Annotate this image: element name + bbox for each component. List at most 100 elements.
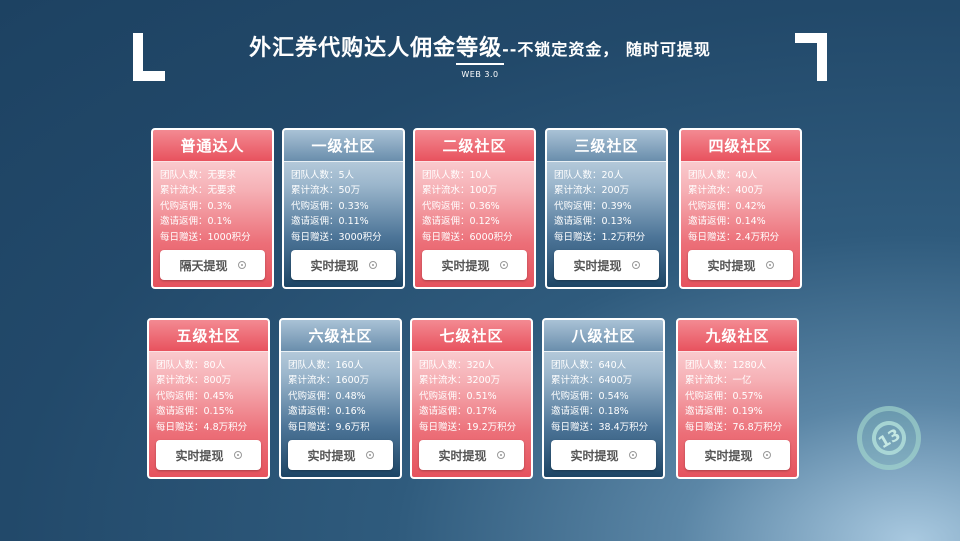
card-detail-row: 邀请返佣：0.12%: [422, 216, 500, 228]
card-detail-row: 团队人数：160人: [288, 360, 364, 371]
level-card: 五级社区 团队人数：80人 累计流水：800万 代购返佣：0.45% 邀请返佣：0.15…: [147, 318, 270, 480]
card-detail-row: 邀请返佣：0.15%: [156, 406, 234, 418]
card-detail-row: 每日赠送：9.6万积: [288, 421, 370, 433]
card-detail-row: 代购返佣：0.45%: [156, 390, 234, 402]
withdraw-button-label: 实时提现: [441, 258, 490, 273]
card-detail-row: 累计流水：400万: [688, 185, 764, 197]
card-title: 普通达人: [153, 130, 272, 162]
card-detail-row: 团队人数：640人: [551, 360, 627, 371]
card-detail-row: 代购返佣：0.39%: [554, 200, 632, 212]
card-title: 九级社区: [678, 320, 797, 352]
title-sub: --不锁定资金， 随时可提现: [502, 40, 711, 59]
card-detail-row: 团队人数：1280人: [685, 360, 767, 371]
level-card: 八级社区团队人数：640人 累计流水：6400万 代购返佣：0.54% 邀请返佣：0.…: [542, 318, 665, 480]
card-detail-row: 邀请返佣：0.17%: [419, 406, 497, 418]
withdraw-button[interactable]: 实时提现: [156, 440, 261, 471]
card-detail-row: 团队人数：10人: [422, 170, 492, 181]
card-detail-row: 代购返佣：0.48%: [288, 390, 366, 402]
left-bracket-decoration: [133, 33, 165, 81]
card-details: 团队人数：640人 累计流水：6400万 代购返佣：0.54% 邀请返佣：0.18% 每…: [544, 352, 663, 435]
card-detail-row: 邀请返佣：0.19%: [685, 406, 763, 418]
level-card: 四级社区团队人数：40人 累计流水：400万 代购返佣：0.42% 邀请返佣：0.14…: [679, 128, 802, 290]
card-detail-row: 每日赠送：19.2万积分: [419, 421, 517, 433]
level-card: 三级社区团队人数：20人 累计流水：200万 代购返佣：0.39% 邀请返佣：0.13…: [545, 128, 668, 290]
card-details: 团队人数：80人 累计流水：800万 代购返佣：0.45% 邀请返佣：0.15% 每日赠…: [149, 352, 268, 435]
card-title: 八级社区: [544, 320, 663, 352]
card-title: 三级社区: [547, 130, 666, 162]
withdraw-button-label: 实时提现: [570, 448, 619, 463]
card-detail-row: 邀请返佣：0.18%: [551, 406, 629, 418]
card-detail-row: 代购返佣：0.36%: [422, 200, 500, 212]
withdraw-button[interactable]: 实时提现: [688, 250, 793, 281]
card-detail-row: 累计流水：50万: [291, 185, 361, 197]
card-detail-row: 累计流水：1600万: [288, 375, 370, 387]
circle-arrow-icon: [496, 451, 505, 460]
withdraw-button[interactable]: 隔天提现: [160, 250, 265, 281]
card-detail-row: 累计流水：无要求: [160, 185, 237, 197]
card-detail-row: 团队人数：5人: [291, 170, 355, 181]
circle-arrow-icon: [631, 261, 640, 270]
card-detail-row: 邀请返佣：0.1%: [160, 216, 232, 228]
level-card: 九级社区 团队人数：1280人 累计流水：一亿 代购返佣：0.57% 邀请返佣：0.19…: [676, 318, 799, 480]
withdraw-button[interactable]: 实时提现: [554, 250, 659, 281]
card-detail-row: 每日赠送：2.4万积分: [688, 231, 780, 243]
card-details: 团队人数：10人 累计流水：100万 代购返佣：0.36% 邀请返佣：0.12% 每日赠…: [415, 162, 534, 245]
card-detail-row: 邀请返佣：0.14%: [688, 216, 766, 228]
level-card: 普通达人团队人数：无要求 累计流水：无要求 代购返佣：0.3% 邀请返佣：0.1% 每日…: [151, 128, 274, 290]
card-title: 四级社区: [681, 130, 800, 162]
logo-mark: 13: [865, 414, 913, 462]
card-detail-row: 代购返佣：0.54%: [551, 390, 629, 402]
card-detail-row: 每日赠送：38.4万积分: [551, 421, 649, 433]
card-detail-row: 每日赠送：76.8万积分: [685, 421, 783, 433]
card-details: 团队人数：20人 累计流水：200万 代购返佣：0.39% 邀请返佣：0.13% 每日赠…: [547, 162, 666, 245]
card-detail-row: 团队人数：40人: [688, 170, 758, 181]
withdraw-button-label: 实时提现: [704, 448, 753, 463]
card-detail-row: 每日赠送：3000积分: [291, 231, 382, 243]
level-card: 七级社区 团队人数：320人 累计流水：3200万 代购返佣：0.51% 邀请返佣：0.…: [410, 318, 533, 480]
card-title: 七级社区: [412, 320, 531, 352]
withdraw-button[interactable]: 实时提现: [419, 440, 524, 471]
card-detail-row: 团队人数：无要求: [160, 170, 237, 181]
card-title: 二级社区: [415, 130, 534, 162]
withdraw-button[interactable]: 实时提现: [551, 440, 656, 471]
circle-arrow-icon: [233, 451, 242, 460]
card-detail-row: 每日赠送：6000积分: [422, 231, 513, 243]
card-detail-row: 代购返佣：0.42%: [688, 200, 766, 212]
withdraw-button-label: 隔天提现: [179, 258, 228, 273]
card-detail-row: 邀请返佣：0.16%: [288, 406, 366, 418]
withdraw-button[interactable]: 实时提现: [685, 440, 790, 471]
card-detail-row: 每日赠送：1000积分: [160, 231, 251, 243]
withdraw-button[interactable]: 实时提现: [422, 250, 527, 281]
withdraw-button[interactable]: 实时提现: [288, 440, 393, 471]
card-detail-row: 累计流水：200万: [554, 185, 630, 197]
card-detail-row: 代购返佣：0.33%: [291, 200, 369, 212]
card-details: 团队人数：40人 累计流水：400万 代购返佣：0.42% 邀请返佣：0.14% 每日赠…: [681, 162, 800, 245]
card-detail-row: 代购返佣：0.3%: [160, 200, 232, 212]
card-details: 团队人数：无要求 累计流水：无要求 代购返佣：0.3% 邀请返佣：0.1% 每日赠送：1…: [153, 162, 272, 245]
card-detail-row: 代购返佣：0.57%: [685, 390, 763, 402]
circle-arrow-icon: [365, 451, 374, 460]
card-details: 团队人数：1280人 累计流水：一亿 代购返佣：0.57% 邀请返佣：0.19% 每日赠…: [678, 352, 797, 435]
card-detail-row: 每日赠送：1.2万积分: [554, 231, 646, 243]
card-detail-row: 邀请返佣：0.11%: [291, 216, 369, 228]
withdraw-button[interactable]: 实时提现: [291, 250, 396, 281]
logo-icon: 13: [857, 406, 921, 470]
card-title: 一级社区: [284, 130, 403, 162]
withdraw-button-label: 实时提现: [175, 448, 224, 463]
circle-arrow-icon: [499, 261, 508, 270]
circle-arrow-icon: [368, 261, 377, 270]
title-main: 外汇券代购达人佣金等级: [249, 36, 503, 61]
level-card: 六级社区 团队人数：160人 累计流水：1600万 代购返佣：0.48% 邀请返佣：0.…: [279, 318, 402, 480]
withdraw-button-label: 实时提现: [307, 448, 356, 463]
card-detail-row: 每日赠送：4.8万积分: [156, 421, 248, 433]
card-detail-row: 累计流水：800万: [156, 375, 232, 387]
card-detail-row: 累计流水：6400万: [551, 375, 633, 387]
card-detail-row: 邀请返佣：0.13%: [554, 216, 632, 228]
web-tag: WEB 3.0: [461, 70, 499, 79]
withdraw-button-label: 实时提现: [707, 258, 756, 273]
card-detail-row: 团队人数：20人: [554, 170, 624, 181]
card-detail-row: 累计流水：100万: [422, 185, 498, 197]
card-details: 团队人数：160人 累计流水：1600万 代购返佣：0.48% 邀请返佣：0.16% 每…: [281, 352, 400, 435]
level-card: 一级社区团队人数：5人 累计流水：50万 代购返佣：0.33% 邀请返佣：0.11% 每…: [282, 128, 405, 290]
card-details: 团队人数：5人 累计流水：50万 代购返佣：0.33% 邀请返佣：0.11% 每日赠送：…: [284, 162, 403, 245]
